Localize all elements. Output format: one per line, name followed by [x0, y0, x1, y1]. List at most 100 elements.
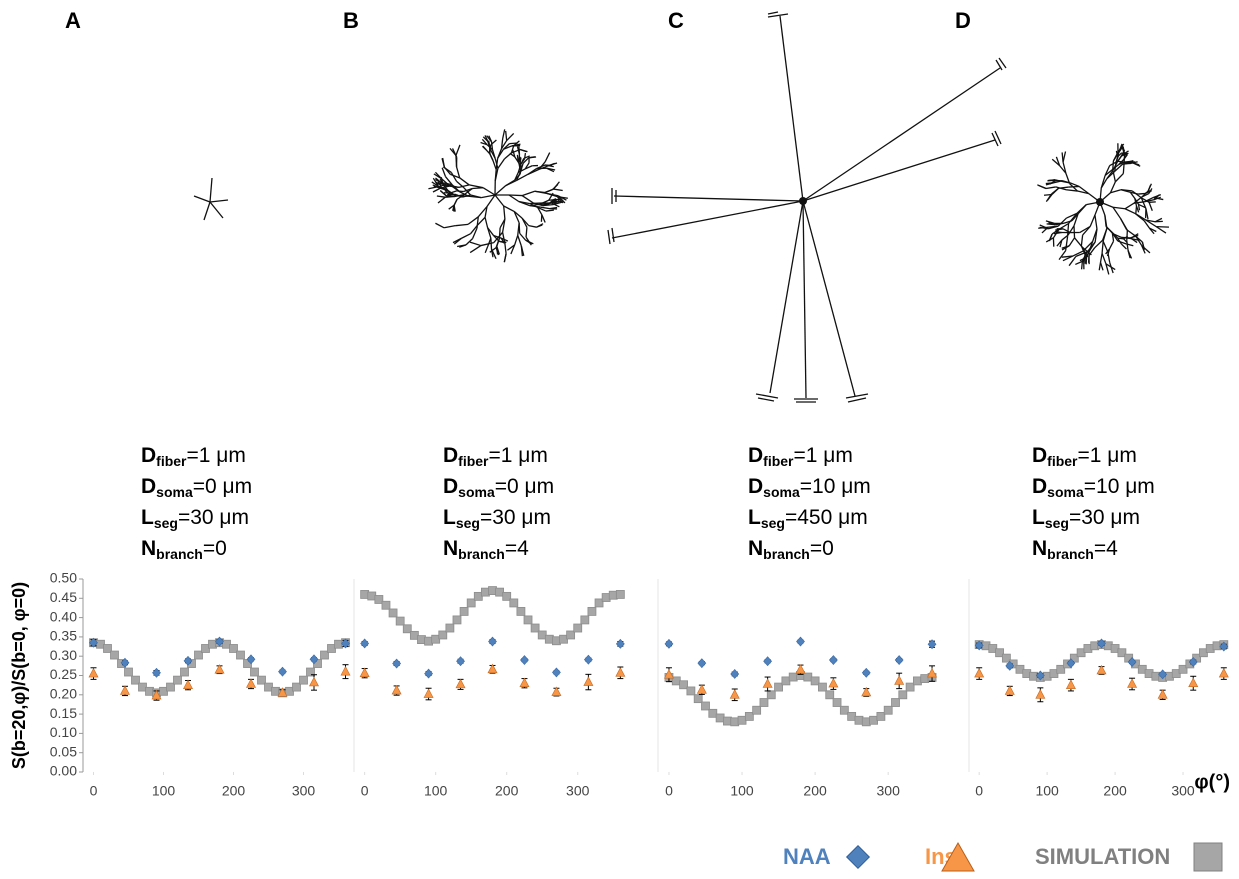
neuron-branch: [463, 187, 472, 196]
simulation-point: [686, 686, 696, 696]
x-tick-label: 100: [1035, 783, 1059, 799]
neuron-branch: [1148, 202, 1153, 211]
neuron-branch: [471, 228, 478, 239]
ins-point: [120, 685, 130, 695]
neuron-branch: [1141, 241, 1145, 251]
neuron-branch: [493, 234, 500, 242]
neuron-branch: [1058, 250, 1067, 261]
naa-point: [828, 655, 838, 666]
neuron-branch: [1156, 225, 1170, 228]
y-tick-label: 0.50: [50, 570, 77, 586]
neuron-branch: [1069, 183, 1078, 192]
neuron-branch: [519, 232, 527, 241]
naa-point: [341, 638, 350, 649]
parameter-symbol: L: [748, 506, 761, 529]
neuron-branch: [521, 190, 535, 197]
ins-point: [1035, 689, 1046, 699]
x-tick-label: 0: [975, 783, 983, 799]
neuron-branch: [552, 181, 560, 190]
neuron-branch: [537, 207, 543, 216]
neuron-branch: [505, 130, 508, 141]
neuron-branch: [1059, 165, 1067, 174]
naa-point: [424, 668, 433, 679]
neuron-branch: [470, 224, 479, 235]
neuron-branch: [1045, 237, 1054, 243]
ins-point: [1096, 664, 1107, 675]
neuron-branch: [1102, 240, 1109, 252]
naa-point: [278, 666, 287, 677]
neuron-branch: [490, 238, 493, 250]
neuron-branch: [1112, 161, 1118, 171]
neuron-branch: [1101, 241, 1104, 254]
ins-point: [487, 663, 498, 674]
parameter-subscript: branch: [763, 546, 810, 562]
neuron-branch: [524, 162, 530, 170]
neuron-branch: [1053, 231, 1062, 235]
naa-point: [730, 669, 740, 679]
simulation-point: [402, 624, 412, 634]
naa-point: [861, 667, 871, 678]
simulation-point: [523, 615, 533, 625]
neuron-branch: [457, 244, 467, 248]
simulation-point: [774, 682, 783, 692]
ins-point: [88, 667, 99, 678]
neuron-branch: [1073, 213, 1079, 227]
naa-point: [488, 636, 497, 647]
neuron-branch: [514, 156, 520, 164]
parameter: Lseg=30 μm: [1032, 506, 1140, 531]
neuron-branch: [490, 139, 497, 146]
neuron-branch: [518, 146, 521, 155]
parameter: Dfiber=1 μm: [443, 444, 548, 469]
x-tick-label: 200: [803, 783, 827, 799]
parameter-symbol: D: [748, 444, 763, 467]
parameter-subscript: fiber: [1047, 453, 1078, 469]
x-tick-label: 300: [877, 783, 901, 799]
neuron-branch: [533, 202, 544, 207]
neuron-branch: [518, 222, 521, 234]
neuron-branch: [1104, 215, 1107, 227]
neuron-branch: [1134, 198, 1138, 207]
neuron-branch: [545, 209, 554, 212]
neuron-branch: [1045, 220, 1055, 224]
parameter: Lseg=30 μm: [443, 506, 551, 531]
neuron-branch: [1052, 228, 1060, 239]
neuron-branch: [494, 194, 505, 207]
neuron-branch: [515, 171, 522, 181]
simulation-point: [920, 674, 930, 683]
neuron-branch: [1051, 158, 1061, 167]
simulation-point: [374, 595, 384, 604]
parameter-symbol: N: [1032, 537, 1047, 560]
naa-point: [796, 636, 805, 647]
simulation-point: [737, 715, 747, 725]
neuron-branch: [1123, 153, 1126, 164]
simulation-point: [194, 650, 203, 660]
legend-label: NAA: [783, 844, 831, 869]
neuron-branch: [1099, 187, 1102, 203]
x-tick-label: 0: [665, 783, 673, 799]
parameter-subscript: fiber: [156, 453, 187, 469]
neuron-branch: [517, 235, 522, 247]
x-tick-label: 100: [424, 783, 448, 799]
neuron-branch: [455, 166, 461, 179]
neuron-branch: [453, 198, 458, 206]
x-tick-label: 300: [1171, 783, 1195, 799]
neuron-branch: [1126, 230, 1129, 241]
neuron-branch: [441, 167, 447, 177]
simulation-point: [818, 682, 827, 692]
neuron-branch: [518, 162, 522, 172]
neuron-branch: [1110, 189, 1122, 194]
neuron-branch: [484, 246, 489, 254]
neuron-branch: [1112, 233, 1122, 239]
neuron-branch: [439, 190, 447, 197]
neuron-branch: [1055, 156, 1061, 166]
neuron-branch: [465, 238, 474, 246]
ins-point: [246, 678, 256, 688]
parameter-symbol: D: [1032, 475, 1047, 498]
simulation-point: [452, 615, 462, 625]
neuron-branch: [1131, 190, 1142, 199]
neuron-branch: [1074, 237, 1083, 248]
neuron-branch: [450, 190, 457, 194]
neuron-branch: [1137, 204, 1141, 211]
neuron-branch: [1112, 170, 1117, 182]
